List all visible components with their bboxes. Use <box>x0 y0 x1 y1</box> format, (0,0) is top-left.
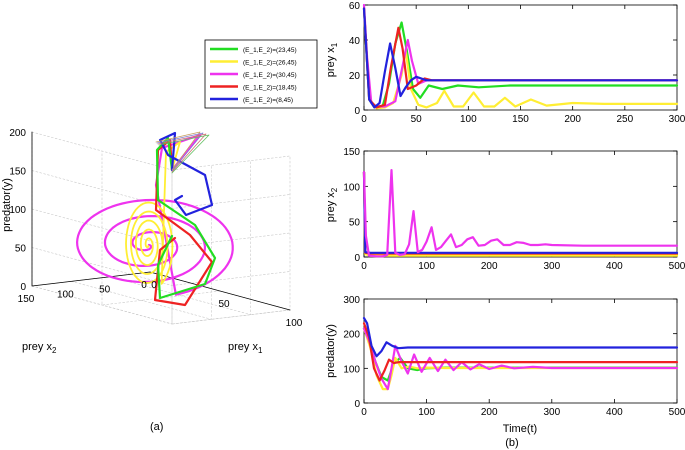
plot-predator-series-yellow <box>362 327 679 391</box>
grid-line <box>171 309 291 325</box>
plot-x2-marks: 0 100 200 300 400 500 0 50 100 150 <box>343 147 685 272</box>
plot-x1-xtick-label: 150 <box>512 114 529 125</box>
plot-predator: 0 100 200 300 400 500 0 100 200 300 predator(y) T… <box>325 295 685 435</box>
plot-predator-xtick-label: 400 <box>606 407 623 418</box>
plot-x1-marks: 0 50 100 150 200 250 300 0 20 40 60 <box>349 1 685 125</box>
panel-a-zlabel: predator(y) <box>1 178 13 232</box>
plot-predator-series-blue <box>362 317 679 358</box>
trajectory-blue <box>158 131 214 217</box>
grid-line <box>171 232 291 248</box>
plot-predator-ytick-label: 200 <box>343 330 360 341</box>
plot-x2-ytick-label: 0 <box>354 253 360 264</box>
panel-a-legend: (E_1,E_2)=(23,45) (E_1,E_2)=(26,45) (E_1,E… <box>204 39 318 109</box>
plot-x2-series-blue <box>362 171 679 254</box>
plot-x1-ytick-label: 0 <box>354 106 360 117</box>
grid-line <box>171 271 291 286</box>
plot-x2-series-magenta <box>362 169 679 258</box>
grid-line <box>31 131 151 287</box>
plot-x2-ylabel: prey x2 <box>325 187 339 222</box>
panel-a-xlabel: prey x1 <box>228 341 263 355</box>
plot-predator-xtick-label: 100 <box>418 407 435 418</box>
trajectory-bundle <box>157 133 207 173</box>
plot-x1-ylabel: prey x1 <box>325 42 339 77</box>
grid-line <box>71 165 212 320</box>
zaxis-tick-label: 50 <box>15 244 27 255</box>
plot-x1-ytick-label: 20 <box>349 71 361 82</box>
zaxis-tick-label: 100 <box>9 205 26 216</box>
plot-x1-xtick-label: 200 <box>564 114 581 125</box>
plot-predator-ytick-label: 100 <box>343 364 360 375</box>
x2-axis-tick-label: 150 <box>18 294 35 305</box>
plot-predator-series-red <box>362 322 679 382</box>
axis-edge <box>31 131 291 311</box>
legend-label-e-1-e-2-30-45: (E_1,E_2)=(30,45) <box>243 72 297 79</box>
plot-predator-series-green <box>362 327 679 382</box>
plot-x2-xtick-label: 500 <box>669 261 685 272</box>
plot-x1-xtick-label: 250 <box>616 114 633 125</box>
plot-x1: 0 50 100 150 200 250 300 0 20 40 60 prey x1 <box>325 1 685 125</box>
plot-predator-ytick-label: 0 <box>354 399 360 410</box>
plot-x1-xtick-label: 100 <box>460 114 477 125</box>
trajectory-bundle <box>155 131 201 171</box>
plot-x2-ytick-label: 100 <box>343 182 360 193</box>
trajectory-bundle <box>156 132 204 172</box>
plot-predator-xlabel: Time(t) <box>503 423 537 435</box>
plot-x1-xtick-label: 300 <box>669 114 685 125</box>
plot-x1-series-blue <box>362 7 679 109</box>
zaxis-tick-label: 200 <box>9 128 26 139</box>
x2-axis-tick-label: 100 <box>57 289 74 300</box>
legend-label-e-1-e-2-8-45: (E_1,E_2)=(8,45) <box>243 97 293 104</box>
plot-predator-series-magenta <box>362 327 679 391</box>
plot-x2-ytick-label: 150 <box>343 147 360 158</box>
plot-predator-xtick-label: 300 <box>543 407 560 418</box>
grid-line <box>171 169 291 325</box>
plot-predator-marks: 0 100 200 300 400 500 0 100 200 300 <box>343 295 685 418</box>
legend-label-e-1-e-2-26-45: (E_1,E_2)=(26,45) <box>243 60 297 67</box>
plot-predator-axes-box <box>363 298 678 404</box>
x2-axis-tick-label: 0 <box>141 280 147 291</box>
plot-x1-xtick-label: 0 <box>361 114 367 125</box>
trajectory-magenta <box>75 133 234 296</box>
plot-x1-xtick-label: 50 <box>411 114 423 125</box>
panel-a-ylabel: prey x2 <box>22 341 57 355</box>
plot-predator-xtick-label: 500 <box>669 407 685 418</box>
grid-line <box>110 160 251 316</box>
plot-x2-xtick-label: 200 <box>481 261 498 272</box>
plot-x2-xtick-label: 100 <box>418 261 435 272</box>
plot-x1-ytick-label: 60 <box>349 1 361 12</box>
x2-axis-tick-label: 50 <box>99 285 111 296</box>
plot-x2-xtick-label: 400 <box>606 261 623 272</box>
legend-items: (E_1,E_2)=(23,45) (E_1,E_2)=(26,45) (E_1,E… <box>210 47 297 104</box>
legend-label-e-1-e-2-18-45: (E_1,E_2)=(18,45) <box>243 85 297 92</box>
x1-axis-tick-label: 100 <box>286 318 303 329</box>
plot-predator-xtick-label: 0 <box>361 407 367 418</box>
plot-x1-ytick-label: 40 <box>349 36 361 47</box>
trajectory-yellow <box>125 141 181 285</box>
plot-x2-xtick-label: 300 <box>543 261 560 272</box>
plot-x2: 0 100 200 300 400 500 0 50 100 150 prey x2 <box>325 147 685 272</box>
plot-predator-xtick-label: 200 <box>481 407 498 418</box>
plot-x2-series-red <box>362 171 679 255</box>
plot-x2-xtick-label: 0 <box>361 261 367 272</box>
trajectory-bundle <box>158 134 210 174</box>
panel-b-caption: (b) <box>505 437 518 449</box>
legend-label-e-1-e-2-23-45: (E_1,E_2)=(23,45) <box>243 47 297 54</box>
plot-x2-ytick-label: 50 <box>349 218 361 229</box>
x1-axis-tick-label: 50 <box>218 299 230 310</box>
plot-predator-ytick-label: 300 <box>343 295 360 306</box>
x1-axis-tick-label: 0 <box>151 280 157 291</box>
trajectory-green <box>155 136 217 300</box>
panel-b: 0 50 100 150 200 250 300 0 20 40 60 prey x1 0 100 20… <box>325 1 685 449</box>
plot-x2-axes-box <box>363 150 678 258</box>
plot-predator-ylabel: predator(y) <box>325 324 337 378</box>
zaxis-tick-label: 150 <box>9 167 26 178</box>
grid-line <box>101 150 221 306</box>
panel-a-trajectories <box>75 131 234 307</box>
zaxis-tick-label: 0 <box>20 282 26 293</box>
panel-a-caption: (a) <box>150 421 163 433</box>
trajectory-red <box>153 138 214 307</box>
